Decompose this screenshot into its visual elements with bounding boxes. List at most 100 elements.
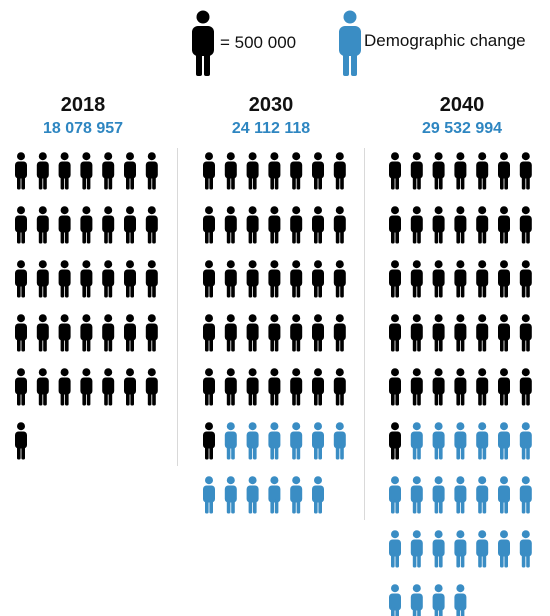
person-icon	[432, 584, 445, 616]
person-icon	[102, 260, 115, 298]
person-icon	[203, 368, 215, 406]
column-divider	[177, 148, 178, 466]
person-icon	[476, 368, 489, 406]
person-icon	[410, 530, 423, 568]
person-icon	[203, 422, 215, 460]
person-icon	[246, 422, 259, 460]
person-icon	[498, 314, 510, 352]
person-icon	[454, 152, 467, 190]
person-icon	[224, 476, 237, 514]
person-icon	[203, 206, 215, 244]
person-icon	[339, 10, 361, 76]
person-icon	[476, 152, 489, 190]
person-icon	[410, 476, 423, 514]
person-icon	[80, 314, 93, 352]
legend-change-label: Demographic change	[364, 31, 526, 50]
total-label: 24 112 118	[231, 120, 311, 137]
person-icon	[476, 206, 489, 244]
person-icon	[15, 152, 27, 190]
person-icon	[476, 422, 489, 460]
person-icon	[145, 152, 158, 190]
person-icon	[498, 422, 510, 460]
person-icon	[36, 206, 49, 244]
person-icon	[124, 368, 136, 406]
person-icon	[389, 584, 401, 616]
person-icon	[268, 260, 281, 298]
person-icon	[224, 260, 237, 298]
person-icon	[224, 422, 237, 460]
person-icon	[333, 422, 346, 460]
person-icon	[290, 152, 303, 190]
person-icon	[519, 368, 532, 406]
total-label: 29 532 994	[421, 120, 503, 137]
person-icon	[410, 368, 423, 406]
person-icon	[312, 206, 324, 244]
person-icon	[333, 260, 346, 298]
person-icon	[224, 152, 237, 190]
category-label: 2018	[60, 94, 106, 116]
person-icon	[36, 314, 49, 352]
person-icon	[389, 476, 401, 514]
person-icon	[333, 314, 346, 352]
person-icon	[454, 422, 467, 460]
person-icon	[476, 260, 489, 298]
person-icon	[312, 476, 324, 514]
person-icon	[145, 260, 158, 298]
person-icon	[454, 260, 467, 298]
person-icon	[389, 260, 401, 298]
person-icon	[15, 260, 27, 298]
legend-change: Demographic change	[337, 10, 550, 76]
person-icon	[124, 314, 136, 352]
person-icon	[246, 368, 259, 406]
person-icon	[58, 206, 71, 244]
person-icon	[454, 584, 467, 616]
person-icon	[519, 152, 532, 190]
person-icon	[15, 368, 27, 406]
person-icon	[36, 152, 49, 190]
person-icon	[246, 476, 259, 514]
person-icon	[312, 152, 324, 190]
person-icon	[519, 260, 532, 298]
person-icon	[203, 152, 215, 190]
person-icon	[290, 314, 303, 352]
person-icon	[224, 314, 237, 352]
person-icon	[498, 368, 510, 406]
person-icon	[268, 152, 281, 190]
person-icon	[454, 530, 467, 568]
person-icon	[476, 314, 489, 352]
person-icon	[124, 152, 136, 190]
person-icon	[498, 476, 510, 514]
person-icon	[476, 530, 489, 568]
person-icon	[389, 206, 401, 244]
person-icon	[498, 152, 510, 190]
person-icon	[454, 368, 467, 406]
category-label: 2030	[248, 94, 294, 116]
person-icon	[333, 152, 346, 190]
person-icon	[102, 152, 115, 190]
person-icon	[290, 422, 303, 460]
person-icon	[432, 476, 445, 514]
person-icon	[389, 314, 401, 352]
person-icon	[290, 206, 303, 244]
person-icon	[410, 584, 423, 616]
person-icon	[410, 422, 423, 460]
person-icon	[432, 368, 445, 406]
person-icon	[454, 206, 467, 244]
person-icon	[15, 422, 27, 460]
person-icon	[246, 206, 259, 244]
person-icon	[102, 206, 115, 244]
person-icon	[36, 260, 49, 298]
person-icon	[268, 314, 281, 352]
person-icon	[80, 260, 93, 298]
person-icon	[312, 368, 324, 406]
person-icon	[58, 152, 71, 190]
person-icon	[519, 476, 532, 514]
person-icon	[58, 314, 71, 352]
person-icon	[498, 530, 510, 568]
legend-base: = 500 000	[190, 10, 305, 76]
person-icon	[432, 260, 445, 298]
person-icon	[268, 206, 281, 244]
person-icon	[224, 206, 237, 244]
person-icon	[268, 422, 281, 460]
person-icon	[519, 530, 532, 568]
